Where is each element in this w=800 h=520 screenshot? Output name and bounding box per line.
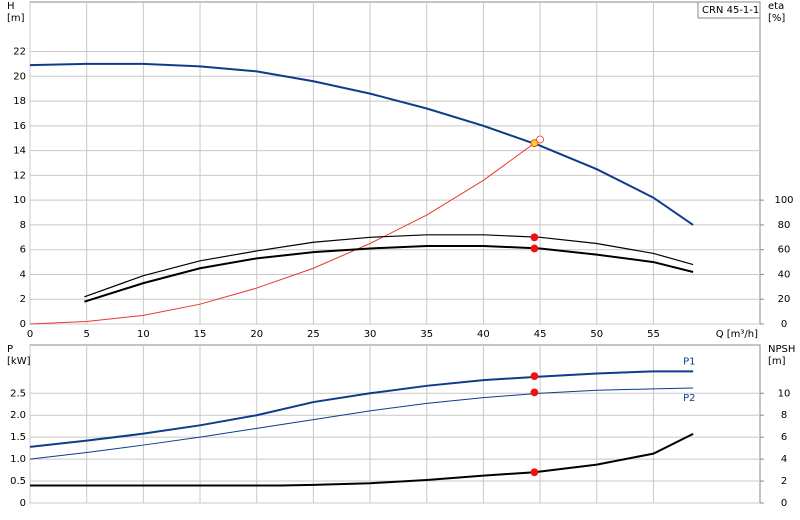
y-tick-label: 0.5 (10, 476, 26, 487)
x-tick-label: 30 (364, 329, 377, 340)
y2-tick-label: 80 (778, 220, 791, 231)
x-axis-label: Q [m³/h] (716, 329, 758, 340)
x-tick-label: 10 (137, 329, 150, 340)
y2-axis-label: [%] (768, 13, 785, 24)
y-tick-label: 2 (20, 294, 26, 305)
title-box (697, 1, 761, 19)
curve (29, 62, 694, 226)
y-tick-label: 10 (13, 195, 26, 206)
y-tick-label: 1.0 (10, 454, 26, 465)
y-tick-label: 14 (13, 146, 26, 157)
curve (29, 370, 694, 448)
operating-point (530, 388, 539, 397)
y2-axis-label: eta (768, 1, 784, 12)
operating-point (530, 468, 539, 477)
y-tick-label: 6 (20, 245, 26, 256)
y2-axis-label: NPSH (768, 344, 795, 355)
x-tick-label: 40 (477, 329, 490, 340)
y2-tick-label: 8 (781, 410, 787, 421)
y-tick-label: 8 (20, 220, 26, 231)
y2-tick-label: 40 (778, 269, 791, 280)
operating-point (530, 372, 539, 381)
y-tick-label: 4 (20, 269, 26, 280)
curve (84, 234, 694, 298)
y-tick-label: 2.0 (10, 410, 26, 421)
y-tick-label: 0 (20, 498, 26, 509)
y2-tick-label: 100 (774, 195, 793, 206)
x-tick-label: 25 (307, 329, 320, 340)
series-label: P1 (683, 356, 695, 367)
curve (84, 244, 694, 303)
curve (29, 139, 541, 325)
series-label: P2 (683, 393, 695, 404)
y-tick-label: 22 (13, 47, 26, 58)
x-tick-label: 20 (250, 329, 263, 340)
operating-point (530, 244, 539, 253)
y-tick-label: 2.5 (10, 388, 26, 399)
y2-tick-label: 4 (781, 454, 787, 465)
y2-tick-label: 2 (781, 476, 787, 487)
curve (29, 387, 694, 460)
y2-axis-label: [m] (768, 356, 786, 367)
y-tick-label: 16 (13, 121, 26, 132)
y2-tick-label: 60 (778, 245, 791, 256)
y2-tick-label: 0 (781, 319, 787, 330)
y-axis-label: H (7, 1, 15, 12)
chart-title: CRN 45-1-1 (702, 5, 759, 16)
x-tick-label: 15 (194, 329, 207, 340)
y-axis-label: P (7, 344, 13, 355)
x-tick-label: 55 (647, 329, 660, 340)
x-tick-label: 45 (534, 329, 547, 340)
x-tick-label: 0 (27, 329, 33, 340)
y-axis-label: [m] (7, 13, 25, 24)
y-tick-label: 18 (13, 96, 26, 107)
x-tick-label: 50 (590, 329, 603, 340)
x-tick-label: 5 (83, 329, 89, 340)
y-tick-label: 1.5 (10, 432, 26, 443)
y-tick-label: 20 (13, 71, 26, 82)
y2-tick-label: 20 (778, 294, 791, 305)
operating-point (536, 135, 544, 144)
y2-tick-label: 0 (781, 498, 787, 509)
x-tick-label: 35 (420, 329, 433, 340)
y2-tick-label: 10 (778, 388, 791, 399)
plot-area (29, 1, 761, 325)
operating-point (530, 233, 539, 242)
y-tick-label: 12 (13, 170, 26, 181)
operating-point (530, 139, 539, 148)
y2-tick-label: 6 (781, 432, 787, 443)
curve (30, 432, 694, 487)
y-axis-label: [kW] (7, 356, 31, 367)
plot-area (29, 344, 761, 504)
y-tick-label: 0 (20, 319, 26, 330)
